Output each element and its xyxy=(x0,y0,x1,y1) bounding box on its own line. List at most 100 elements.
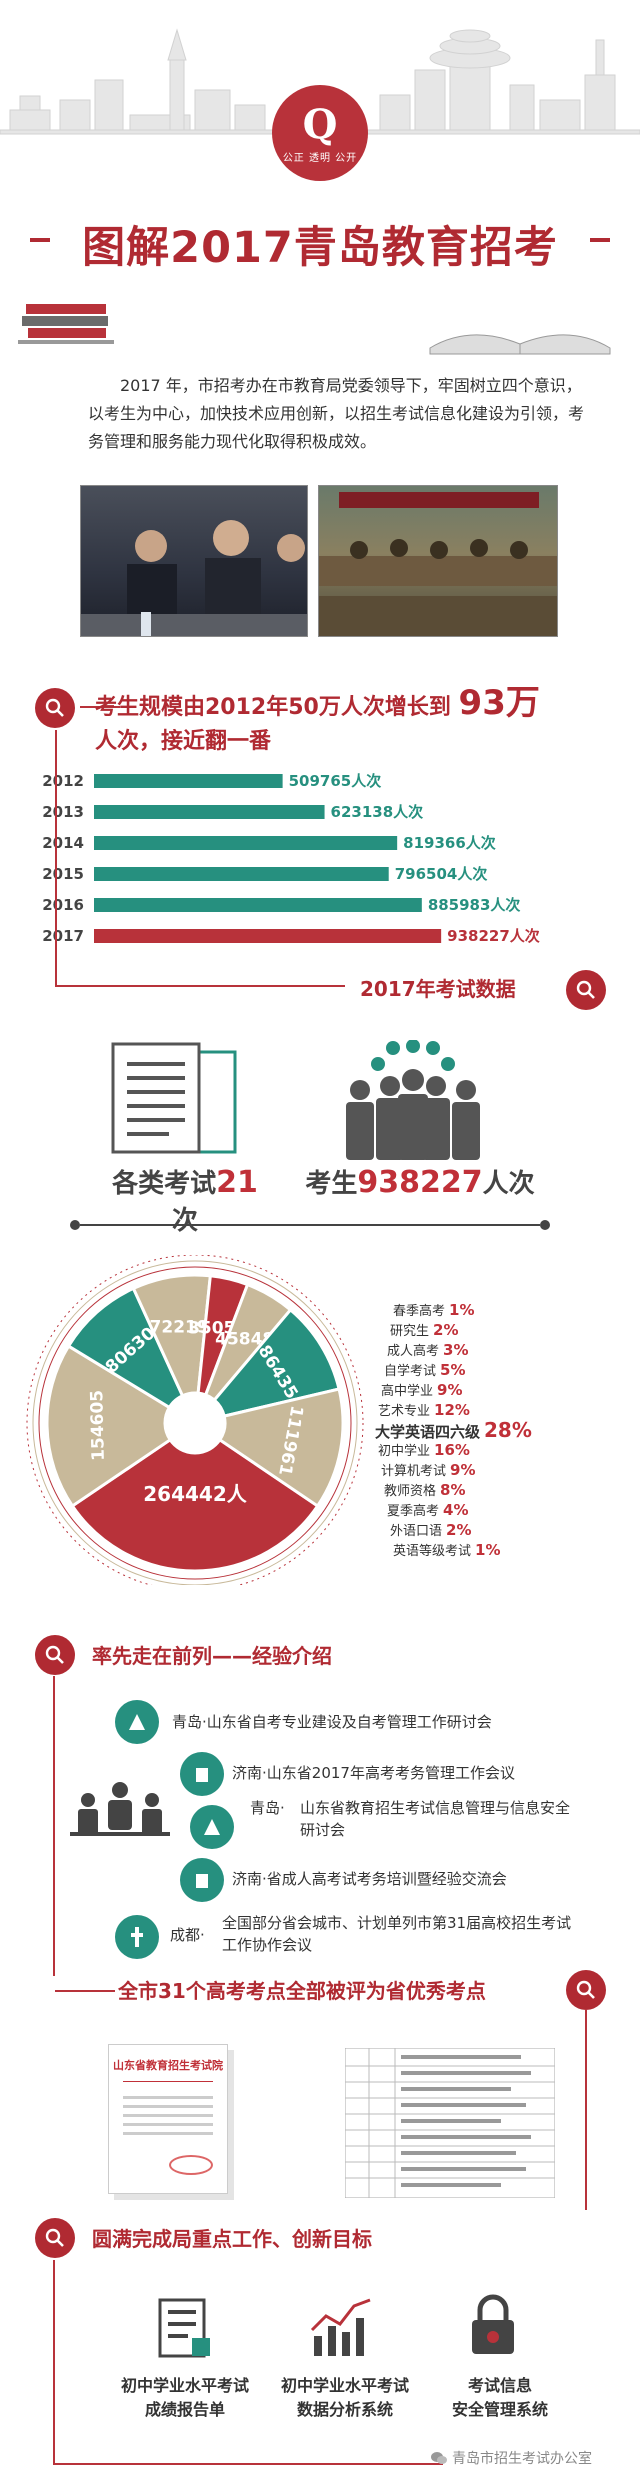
bar-year-label: 2016 xyxy=(42,896,84,914)
goal-item-3: 考试信息 安全管理系统 xyxy=(420,2374,580,2422)
legend-item: 英语等级考试 1% xyxy=(375,1540,615,1560)
title-rule-left xyxy=(30,238,50,242)
results-table-doc xyxy=(345,2048,555,2198)
logo-tagline: 公正 透明 公开 xyxy=(282,152,358,164)
pie-slice-label: 264442人 xyxy=(143,1482,247,1506)
pie-legend: 春季高考 1% 研究生 2% 成人高考 3% 自学考试 5% 高中学业 9% 艺术专业 12% 大学英语… xyxy=(375,1300,615,1560)
meeting-photo-2 xyxy=(318,485,558,637)
experience-text-4: 省成人高考试考务培训暨经验交流会 xyxy=(266,1870,507,1888)
data-analysis-icon xyxy=(310,2298,371,2356)
legend-item-pct: 3% xyxy=(443,1341,469,1359)
experience-text-3: 山东省教育招生考试信息管理与信息安全研讨会 xyxy=(300,1799,571,1839)
search-icon xyxy=(45,2228,64,2247)
exam-types-label: 各类考试 xyxy=(112,1169,217,1199)
pie-slice xyxy=(70,1437,320,1573)
bar-value-label: 796504人次 xyxy=(395,865,488,883)
legend-item: 夏季高考 4% xyxy=(375,1500,615,1520)
search-icon xyxy=(576,1980,595,1999)
experience-heading: 率先走在前列——经验介绍 xyxy=(92,1644,332,1668)
legend-item-name: 教师资格 xyxy=(384,1484,437,1499)
legend-item-pct: 8% xyxy=(440,1481,466,1499)
examinees-unit: 人次 xyxy=(482,1169,535,1199)
legend-item-pct: 9% xyxy=(437,1381,463,1399)
official-document: 山东省教育招生考试院 xyxy=(108,2044,228,2194)
search-icon-badge-5 xyxy=(35,2218,75,2258)
divider-dot-right xyxy=(540,1220,550,1230)
document-title: 山东省教育招生考试院 xyxy=(113,2059,223,2072)
pie-center xyxy=(169,1397,221,1449)
people-group-icon xyxy=(346,1040,480,1160)
goal-item-3-line2: 安全管理系统 xyxy=(451,2400,548,2419)
chengdu-landmark-icon xyxy=(115,1915,159,1959)
exam-types-stat: 各类考试21 次 xyxy=(100,1163,270,1237)
legend-item: 成人高考 3% xyxy=(375,1340,615,1360)
growth-heading-big: 93万 xyxy=(458,683,540,723)
legend-item-pct: 9% xyxy=(450,1461,476,1479)
legend-item: 计算机考试 9% xyxy=(375,1460,615,1480)
bar-year-label: 2017 xyxy=(42,927,84,945)
search-icon xyxy=(576,980,595,999)
sites-frame-line xyxy=(585,2010,587,2210)
frame-line-bottom xyxy=(55,985,345,987)
title-rule-right xyxy=(590,238,610,242)
experience-text-1: 山东省自考专业建设及自考管理工作研讨会 xyxy=(206,1713,492,1731)
legend-item-name: 英语等级考试 xyxy=(393,1544,472,1559)
frame-line-left xyxy=(55,730,57,985)
page-title: 图解2017青岛教育招考 xyxy=(82,223,558,273)
search-icon-badge-3 xyxy=(35,1635,75,1675)
experience-item-1: 青岛·山东省自考专业建设及自考管理工作研讨会 xyxy=(172,1711,612,1733)
meeting-photo-1 xyxy=(80,485,308,637)
legend-item-name: 计算机考试 xyxy=(381,1464,447,1479)
report-card-icon xyxy=(158,2298,210,2358)
search-icon xyxy=(45,698,64,717)
footer-watermark: 青岛市招生考试办公室 xyxy=(430,2448,630,2468)
legend-item-name: 初中学业 xyxy=(378,1444,431,1459)
legend-item: 春季高考 1% xyxy=(375,1300,615,1320)
pie-ring xyxy=(26,1255,364,1585)
goal-item-2: 初中学业水平考试 数据分析系统 xyxy=(260,2374,430,2422)
open-book-icon xyxy=(429,334,611,355)
legend-item-name: 自学考试 xyxy=(384,1364,437,1379)
experience-text-5: 全国部分省会城市、计划单列市第31届高校招生考试工作协作会议 xyxy=(222,1914,572,1954)
goal-item-3-line1: 考试信息 xyxy=(467,2376,532,2395)
logo-badge: Q 公正 透明 公开 xyxy=(272,85,368,181)
bar-year-label: 2012 xyxy=(42,772,84,790)
divider-dot-left xyxy=(70,1220,80,1230)
qingdao-landmark-icon-1 xyxy=(115,1700,159,1744)
exam-types-unit: 次 xyxy=(171,1206,198,1236)
goal-item-2-line2: 数据分析系统 xyxy=(296,2400,393,2419)
growth-heading: 考生规模由2012年50万人次增长到 93万 人次，接近翻一番 xyxy=(95,686,615,759)
legend-item: 教师资格 8% xyxy=(375,1480,615,1500)
bar-year-label: 2014 xyxy=(42,834,84,852)
bar-year-label: 2013 xyxy=(42,803,84,821)
jinan-landmark-icon-1 xyxy=(180,1752,224,1796)
legend-item-pct: 1% xyxy=(449,1301,475,1319)
growth-heading-line1: 考生规模由2012年50万人次增长到 xyxy=(95,695,451,720)
pie-slice xyxy=(212,1307,341,1418)
growth-heading-line2: 人次，接近翻一番 xyxy=(95,729,272,754)
goal-item-2-line1: 初中学业水平考试 xyxy=(280,2376,409,2395)
legend-item: 研究生 2% xyxy=(375,1320,615,1340)
legend-item-pct: 2% xyxy=(446,1521,472,1539)
experience-city-2: 济南· xyxy=(232,1764,267,1782)
bar-2016 xyxy=(94,898,422,912)
experience-frame-line xyxy=(53,1676,55,1976)
bar-value-label: 885983人次 xyxy=(428,896,521,914)
logo-mark: Q xyxy=(302,100,338,148)
bar-2017 xyxy=(94,929,442,943)
goals-frame-bottom xyxy=(53,2463,443,2465)
divider-line xyxy=(80,1224,540,1226)
legend-item-name: 外语口语 xyxy=(390,1524,443,1539)
experience-city-5: 成都· xyxy=(170,1926,205,1944)
sites-connector xyxy=(55,1990,115,1992)
pie-ring xyxy=(38,1266,352,1580)
section-connector xyxy=(80,706,120,708)
goals-heading: 圆满完成局重点工作、创新目标 xyxy=(92,2227,372,2251)
legend-item-pct: 1% xyxy=(475,1541,501,1559)
bar-2015 xyxy=(94,867,389,881)
bar-value-label: 819366人次 xyxy=(403,834,496,852)
goals-frame-line xyxy=(53,2260,55,2465)
goal-item-1-line1: 初中学业水平考试 xyxy=(120,2376,249,2395)
qingdao-landmark-icon-2 xyxy=(190,1805,234,1849)
